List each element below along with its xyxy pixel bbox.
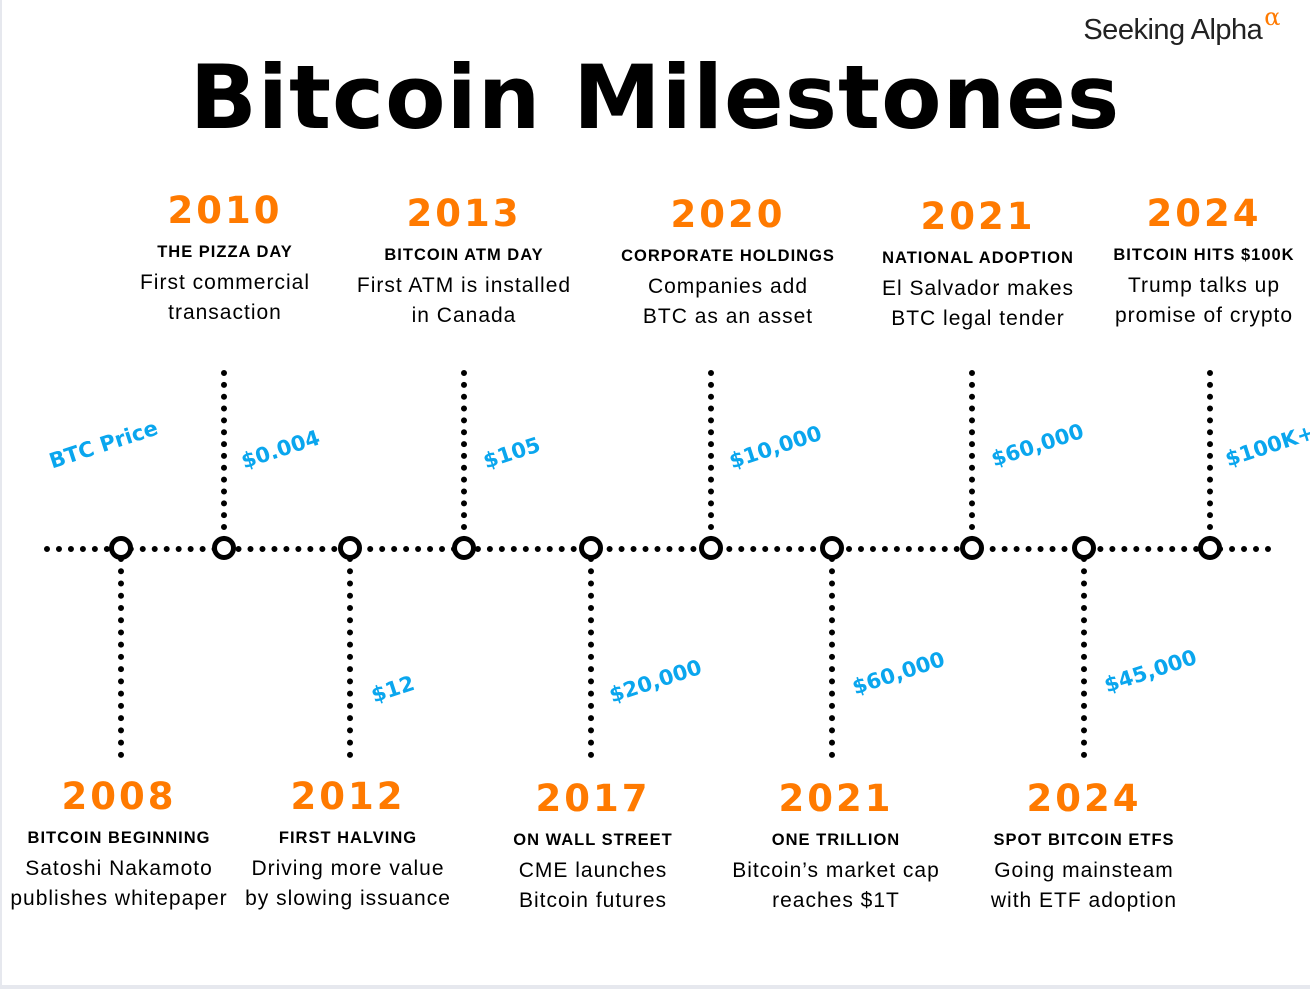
connector-2008: [118, 556, 124, 758]
node-2013-icon: [452, 536, 476, 560]
node-2012-icon: [338, 536, 362, 560]
node-2008-icon: [109, 536, 133, 560]
connector-2021-bottom: [829, 556, 835, 758]
milestone-heading: CORPORATE HOLDINGS: [621, 247, 835, 265]
milestone-2024-bottom: 2024 SPOT BITCOIN ETFS Going mainsteam wi…: [954, 778, 1214, 916]
milestone-heading: BITCOIN HITS $100K: [1113, 246, 1295, 264]
connector-2020: [708, 370, 714, 542]
node-2021-top-icon: [960, 536, 984, 560]
milestone-year: 2008: [61, 775, 177, 818]
milestone-2017: 2017 ON WALL STREET CME launches Bitcoin …: [463, 778, 723, 916]
milestone-heading: BITCOIN BEGINNING: [27, 829, 211, 847]
connector-2012: [347, 556, 353, 758]
milestone-description: Driving more value by slowing issuance: [245, 857, 451, 910]
milestone-year: 2013: [406, 192, 522, 235]
node-2010-icon: [212, 536, 236, 560]
page-title: Bitcoin Milestones: [189, 46, 1121, 149]
alpha-icon: α: [1264, 3, 1280, 31]
milestone-heading: NATIONAL ADOPTION: [882, 249, 1074, 267]
milestone-heading: FIRST HALVING: [278, 829, 418, 847]
milestone-year: 2024: [1026, 777, 1142, 820]
logo-text: Seeking Alpha: [1083, 14, 1263, 46]
seeking-alpha-logo: Seeking Alphaα: [1083, 3, 1280, 47]
milestone-description: Going mainsteam with ETF adoption: [990, 859, 1178, 912]
milestone-description: First commercial transaction: [139, 271, 310, 324]
milestone-2013: 2013 BITCOIN ATM DAY First ATM is instal…: [334, 193, 594, 331]
connector-2021-top: [969, 370, 975, 542]
milestone-description: El Salvador makes BTC legal tender: [881, 277, 1075, 330]
milestone-2021-top: 2021 NATIONAL ADOPTION El Salvador makes…: [848, 196, 1108, 334]
connector-2024-top: [1207, 370, 1213, 542]
milestone-description: First ATM is installed in Canada: [356, 274, 572, 327]
milestone-description: Satoshi Nakamoto publishes whitepaper: [10, 857, 228, 910]
milestone-2021-bottom: 2021 ONE TRILLION Bitcoin’s market cap re…: [706, 778, 966, 916]
connector-2024-bottom: [1081, 556, 1087, 758]
milestone-heading: THE PIZZA DAY: [157, 243, 293, 261]
milestone-heading: SPOT BITCOIN ETFS: [993, 831, 1175, 849]
milestone-year: 2021: [920, 195, 1036, 238]
milestone-2020: 2020 CORPORATE HOLDINGS Companies add BTC…: [598, 194, 858, 332]
node-2024-bottom-icon: [1072, 536, 1096, 560]
milestone-2010: 2010 THE PIZZA DAY First commercial trans…: [95, 190, 355, 328]
milestone-heading: ONE TRILLION: [771, 831, 901, 849]
milestone-year: 2021: [778, 777, 894, 820]
milestone-description: Companies add BTC as an asset: [642, 275, 814, 328]
milestone-2008: 2008 BITCOIN BEGINNING Satoshi Nakamoto p…: [0, 776, 249, 914]
milestone-2012: 2012 FIRST HALVING Driving more value by …: [218, 776, 478, 914]
milestone-year: 2010: [167, 189, 283, 232]
node-2017-icon: [579, 536, 603, 560]
node-2024-top-icon: [1198, 536, 1222, 560]
timeline-axis: [44, 546, 1272, 552]
node-2020-icon: [699, 536, 723, 560]
node-2021-bottom-icon: [820, 536, 844, 560]
milestone-heading: BITCOIN ATM DAY: [384, 246, 544, 264]
milestone-description: Bitcoin’s market cap reaches $1T: [732, 859, 940, 912]
milestone-heading: ON WALL STREET: [513, 831, 673, 849]
milestone-year: 2017: [535, 777, 651, 820]
milestone-description: CME launches Bitcoin futures: [518, 859, 668, 912]
connector-2010: [221, 370, 227, 542]
milestone-year: 2024: [1146, 192, 1262, 235]
milestone-year: 2020: [670, 193, 786, 236]
connector-2017: [588, 556, 594, 758]
milestone-2024-top: 2024 BITCOIN HITS $100K Trump talks up pr…: [1074, 193, 1310, 331]
milestone-year: 2012: [290, 775, 406, 818]
milestone-description: Trump talks up promise of crypto: [1114, 274, 1294, 327]
connector-2013: [461, 370, 467, 542]
